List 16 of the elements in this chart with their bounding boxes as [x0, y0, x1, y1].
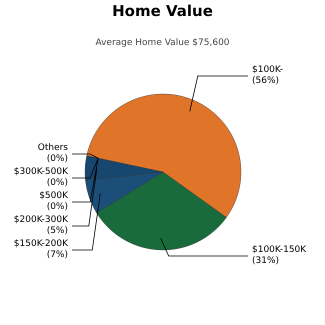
category-label: Others — [38, 143, 68, 153]
chart-subtitle: Average Home Value $75,600 — [95, 38, 230, 48]
data-label: (31%) — [252, 256, 280, 266]
chart-title: Home Value — [112, 2, 213, 20]
text: (0%) — [46, 178, 68, 188]
category-label: $500K — [39, 191, 68, 201]
slice-label: $150K-200K — [14, 239, 70, 249]
data-label: (7%) — [46, 250, 68, 260]
text: (0%) — [46, 202, 68, 212]
data-label: (5%) — [46, 226, 68, 236]
slice-label: $100K- — [252, 65, 284, 75]
data-label: (56%) — [252, 76, 280, 86]
slice-label: $100K-150K — [252, 245, 308, 255]
text: (0%) — [46, 154, 68, 164]
slice-label: $200K-300K — [14, 215, 70, 225]
legend-label: $300K-500K — [14, 167, 70, 177]
